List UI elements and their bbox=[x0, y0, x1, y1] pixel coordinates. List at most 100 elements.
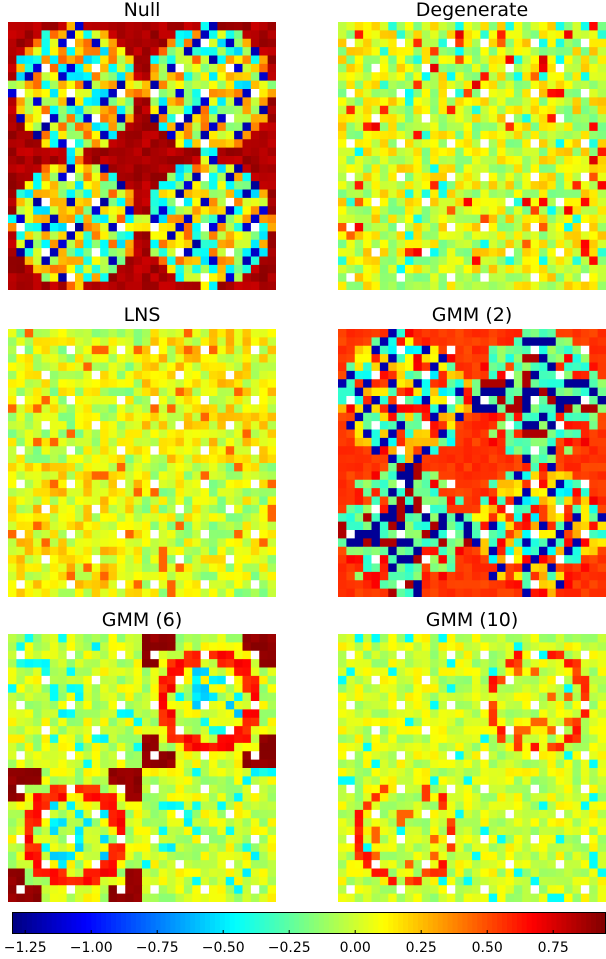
heatmap-cell bbox=[167, 513, 176, 523]
heatmap-cell bbox=[142, 446, 151, 456]
heatmap-cell bbox=[209, 675, 218, 685]
heatmap-cell bbox=[116, 826, 126, 836]
heatmap-cell bbox=[8, 692, 17, 702]
heatmap-cell bbox=[480, 446, 490, 456]
heatmap-cell bbox=[597, 463, 606, 472]
heatmap-cell bbox=[472, 329, 481, 338]
heatmap-cell bbox=[49, 726, 59, 735]
heatmap-cell bbox=[8, 231, 17, 241]
heatmap-cell bbox=[16, 650, 26, 660]
heatmap-cell bbox=[150, 437, 160, 447]
heatmap-cell bbox=[259, 412, 269, 422]
heatmap-cell bbox=[66, 530, 76, 539]
heatmap-cell bbox=[116, 588, 126, 597]
heatmap-cell bbox=[142, 387, 151, 397]
heatmap-cell bbox=[142, 650, 151, 660]
heatmap-cell bbox=[167, 784, 176, 794]
heatmap-cell bbox=[267, 345, 276, 355]
heatmap-cell bbox=[158, 851, 168, 861]
heatmap-cell bbox=[346, 181, 356, 190]
heatmap-cell bbox=[158, 370, 168, 380]
heatmap-cell bbox=[33, 709, 42, 719]
heatmap-cell bbox=[234, 546, 243, 556]
heatmap-cell bbox=[83, 189, 93, 199]
heatmap-cell bbox=[421, 273, 431, 283]
heatmap-cell bbox=[405, 147, 414, 157]
heatmap-cell bbox=[555, 122, 565, 132]
heatmap-cell bbox=[513, 63, 523, 73]
heatmap-cell bbox=[513, 122, 523, 132]
heatmap-cell bbox=[100, 38, 109, 48]
heatmap-cell bbox=[158, 281, 168, 290]
heatmap-cell bbox=[438, 172, 448, 182]
heatmap-cell bbox=[33, 130, 42, 140]
heatmap-cell bbox=[125, 38, 135, 48]
heatmap-cell bbox=[200, 256, 210, 266]
heatmap-cell bbox=[217, 337, 227, 347]
heatmap-cell bbox=[133, 114, 143, 123]
heatmap-cell bbox=[405, 63, 414, 73]
heatmap-cell bbox=[488, 479, 498, 489]
heatmap-cell bbox=[438, 496, 448, 506]
heatmap-cell bbox=[259, 530, 269, 539]
heatmap-cell bbox=[463, 488, 473, 497]
heatmap-cell bbox=[116, 214, 126, 224]
heatmap-cell bbox=[108, 370, 118, 380]
heatmap-cell bbox=[167, 281, 176, 290]
heatmap-cell bbox=[405, 114, 414, 123]
heatmap-cell bbox=[396, 471, 406, 481]
heatmap-cell bbox=[49, 97, 59, 107]
heatmap-cell bbox=[555, 437, 565, 447]
heatmap-cell bbox=[175, 809, 185, 819]
heatmap-cell bbox=[530, 197, 540, 207]
heatmap-cell bbox=[555, 264, 565, 274]
heatmap-cell bbox=[41, 55, 51, 65]
heatmap-cell bbox=[267, 588, 276, 597]
heatmap-cell bbox=[83, 826, 93, 836]
heatmap-cell bbox=[200, 571, 210, 581]
heatmap-cell bbox=[158, 55, 168, 65]
heatmap-cell bbox=[58, 446, 68, 456]
heatmap-cell bbox=[259, 826, 269, 836]
heatmap-cell bbox=[49, 563, 59, 573]
heatmap-cell bbox=[58, 156, 68, 165]
heatmap-cell bbox=[363, 387, 372, 397]
heatmap-cell bbox=[522, 454, 532, 464]
heatmap-cell bbox=[24, 22, 34, 31]
heatmap-cell bbox=[455, 122, 465, 132]
heatmap-cell bbox=[421, 105, 431, 115]
heatmap-cell bbox=[58, 147, 68, 157]
heatmap-cell bbox=[209, 256, 218, 266]
heatmap-cell bbox=[446, 362, 456, 372]
heatmap-cell bbox=[354, 206, 364, 216]
heatmap-cell bbox=[438, 139, 448, 149]
heatmap-cell bbox=[49, 496, 59, 506]
heatmap-cell bbox=[438, 370, 448, 380]
heatmap-cell bbox=[217, 642, 227, 652]
heatmap-cell bbox=[413, 189, 423, 199]
heatmap-cell bbox=[108, 89, 118, 98]
heatmap-cell bbox=[158, 826, 168, 836]
heatmap-cell bbox=[209, 504, 218, 514]
heatmap-cell bbox=[234, 429, 243, 439]
heatmap-cell bbox=[209, 488, 218, 497]
heatmap-cell bbox=[463, 114, 473, 123]
heatmap-cell bbox=[75, 264, 84, 274]
heatmap-cell bbox=[522, 421, 532, 430]
heatmap-cell bbox=[259, 759, 269, 769]
heatmap-cell bbox=[91, 30, 101, 40]
heatmap-cell bbox=[209, 379, 218, 389]
heatmap-cell bbox=[24, 742, 34, 752]
heatmap-cell bbox=[463, 231, 473, 241]
heatmap-cell bbox=[66, 30, 76, 40]
heatmap-cell bbox=[363, 362, 372, 372]
heatmap-cell bbox=[33, 80, 42, 90]
heatmap-cell bbox=[259, 667, 269, 677]
heatmap-cell bbox=[75, 329, 84, 338]
heatmap-cell bbox=[455, 80, 465, 90]
heatmap-cell bbox=[250, 709, 260, 719]
heatmap-cell bbox=[75, 776, 84, 786]
heatmap-cell bbox=[505, 248, 515, 257]
heatmap-cell bbox=[200, 379, 210, 389]
heatmap-cell bbox=[338, 463, 347, 472]
